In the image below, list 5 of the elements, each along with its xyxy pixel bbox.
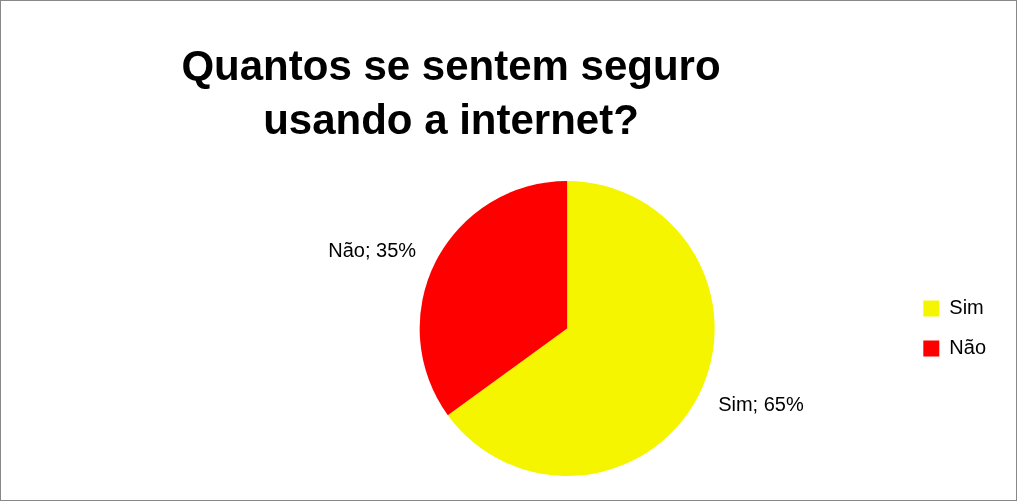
legend-label: Não	[949, 336, 987, 359]
chart-title: Quantos se sentem seguro usando a internet?	[180, 41, 722, 145]
data-label: Não; 35%	[328, 239, 417, 262]
legend-label: Sim	[949, 296, 984, 319]
data-label: Sim; 65%	[718, 392, 804, 415]
